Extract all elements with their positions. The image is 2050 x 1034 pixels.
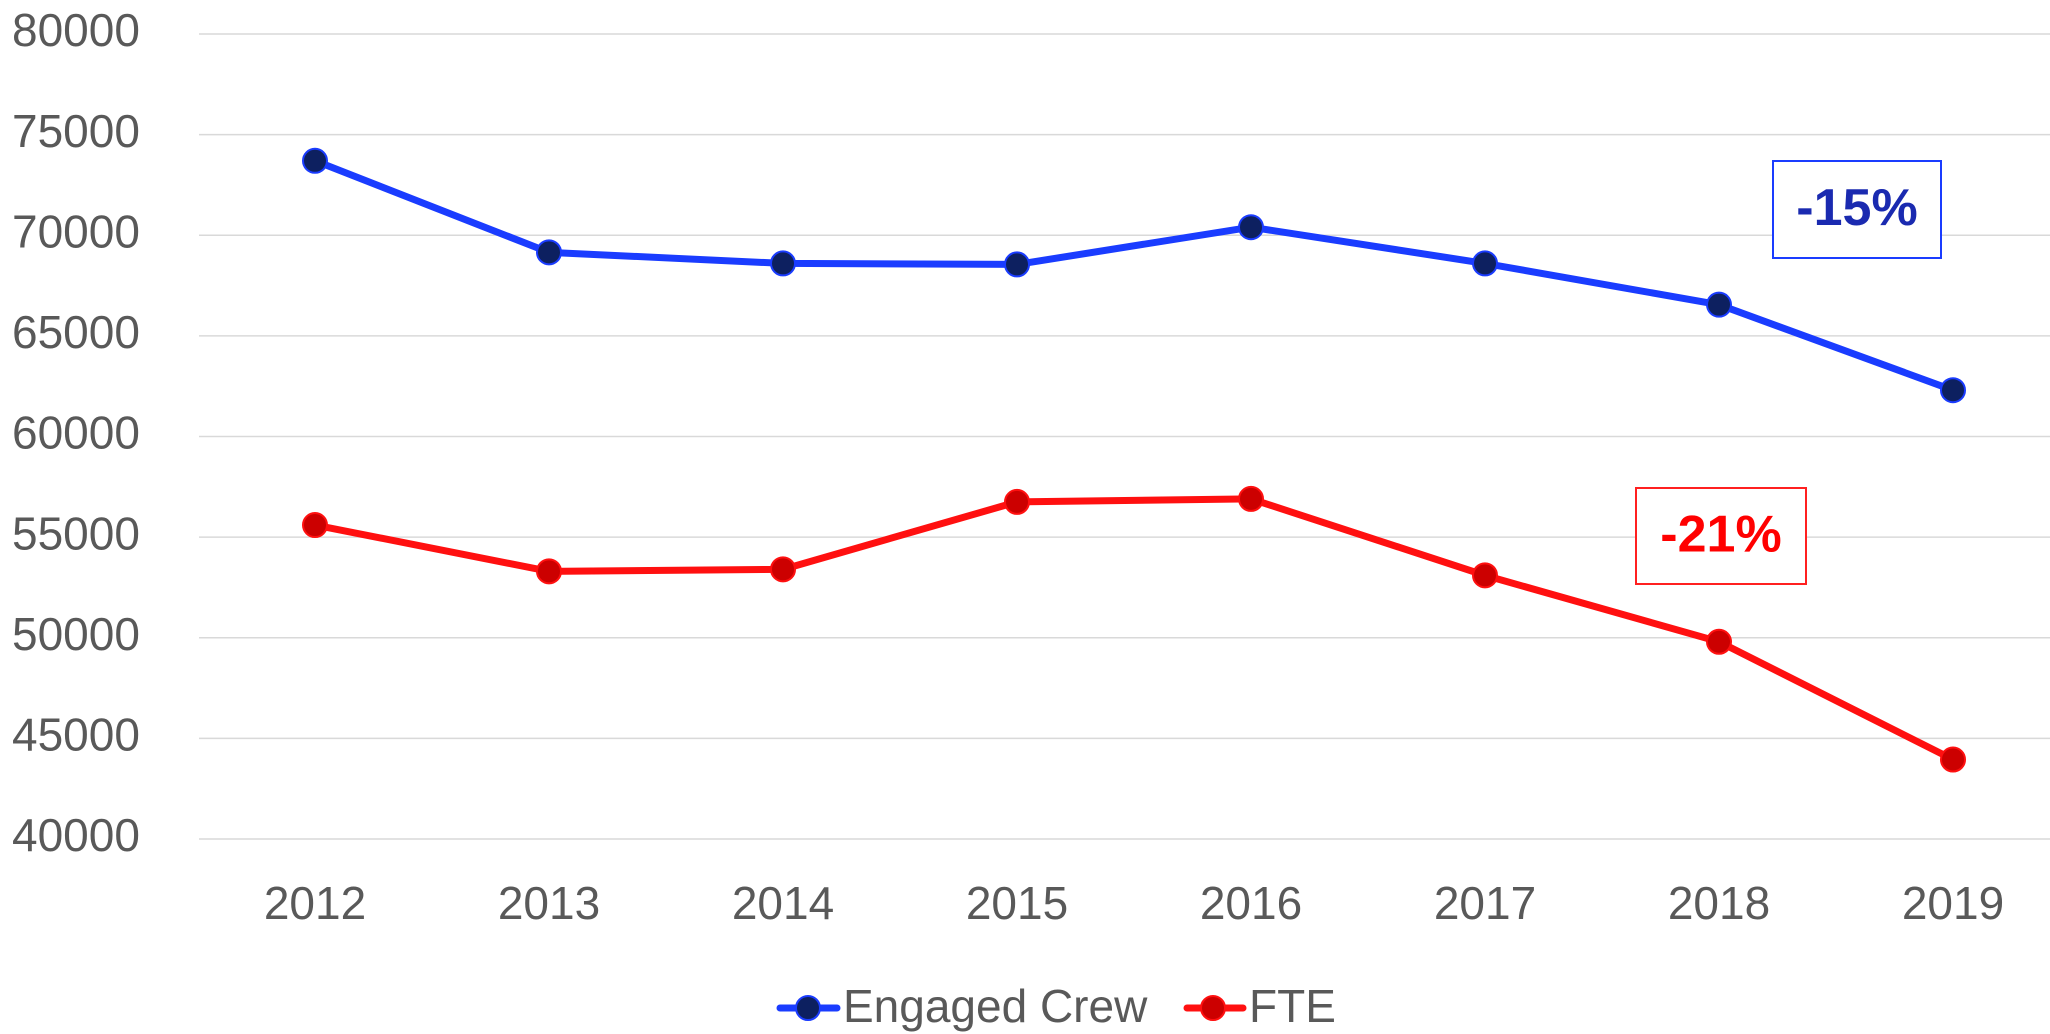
y-tick-label: 80000 — [12, 4, 140, 56]
data-point — [1238, 214, 1264, 241]
y-tick-label: 55000 — [12, 507, 140, 559]
x-tick-label: 2018 — [1668, 877, 1770, 929]
annotation-text: -15% — [1796, 179, 1917, 237]
y-tick-label: 70000 — [12, 205, 140, 257]
data-point — [770, 250, 796, 277]
y-tick-label: 45000 — [12, 709, 140, 761]
data-point — [1238, 485, 1264, 512]
x-tick-label: 2019 — [1902, 877, 2004, 929]
data-point — [770, 556, 796, 583]
x-tick-label: 2016 — [1200, 877, 1302, 929]
x-tick-label: 2014 — [732, 877, 834, 929]
x-tick-label: 2017 — [1434, 877, 1536, 929]
legend-marker — [1200, 995, 1226, 1021]
x-tick-label: 2015 — [966, 877, 1068, 929]
data-point — [1706, 628, 1732, 655]
series-line — [314, 495, 1955, 763]
y-tick-label: 40000 — [12, 809, 140, 861]
y-tick-label: 65000 — [12, 306, 140, 358]
legend-label: Engaged Crew — [843, 980, 1148, 1032]
data-point — [536, 558, 562, 585]
data-point — [1940, 746, 1966, 773]
legend-label: FTE — [1249, 980, 1336, 1032]
data-point — [302, 147, 328, 174]
y-tick-label: 50000 — [12, 608, 140, 660]
data-point — [536, 239, 562, 266]
annotation-box — [1635, 487, 1807, 585]
data-point — [1472, 250, 1498, 277]
data-point — [1472, 562, 1498, 589]
annotation-text: -21% — [1660, 506, 1781, 564]
data-point — [1004, 488, 1030, 515]
legend-marker — [795, 995, 821, 1021]
y-tick-label: 75000 — [12, 105, 140, 157]
x-tick-label: 2013 — [498, 877, 600, 929]
annotation-box — [1772, 160, 1942, 259]
data-point — [1706, 291, 1732, 318]
data-point — [302, 512, 328, 539]
y-tick-label: 60000 — [12, 407, 140, 459]
data-point — [1004, 251, 1030, 278]
x-tick-label: 2012 — [264, 877, 366, 929]
series-line — [313, 157, 1955, 394]
data-point — [1940, 377, 1966, 404]
